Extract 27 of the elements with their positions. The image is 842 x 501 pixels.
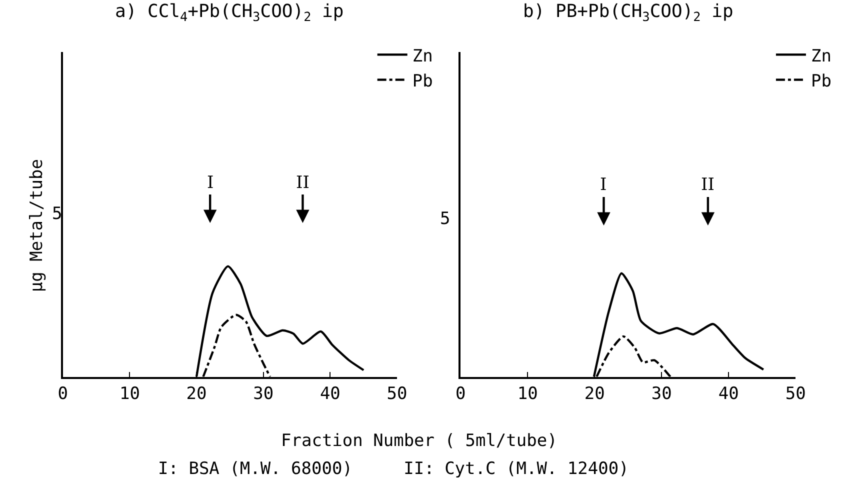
x-tick-label: 30: [253, 384, 274, 404]
chart-title: b) PB+Pb(CH$_{3}$COO)$_{2}$ ip: [523, 1, 734, 24]
text: I: [207, 173, 214, 193]
x-tick-label: 0: [58, 384, 68, 404]
x-tick-label: 10: [119, 384, 140, 404]
x-tick-label: 20: [584, 384, 605, 404]
text: II: [296, 173, 310, 193]
text: 5: [52, 204, 62, 224]
y-axis-title: μg Metal/tube: [27, 159, 48, 292]
x-axis-title: Fraction Number ( 5ml/tube): [281, 431, 558, 451]
legend-label: Pb: [810, 71, 832, 92]
text: I: [600, 175, 607, 195]
x-tick-label: 10: [517, 384, 538, 404]
x-tick-label: 50: [386, 384, 408, 404]
x-tick-label: 30: [651, 384, 672, 404]
x-tick-label: 0: [456, 384, 466, 404]
x-tick-label: 40: [718, 384, 739, 404]
legend-label: Zn: [810, 46, 832, 66]
legend-label: Zn: [412, 46, 433, 66]
x-tick-label: 50: [785, 384, 806, 404]
chart-title: a) CCl$_{4}$+Pb(CH$_{3}$COO)$_{2}$ ip: [115, 1, 344, 24]
legend-label: Pb: [412, 71, 433, 92]
text: II: [701, 175, 714, 195]
text: I: BSA (M.W. 68000) II: Cyt.C (M.W. 12400): [158, 459, 629, 479]
text: 5: [440, 209, 450, 229]
x-tick-label: 40: [320, 384, 340, 404]
x-tick-label: 20: [186, 384, 207, 404]
